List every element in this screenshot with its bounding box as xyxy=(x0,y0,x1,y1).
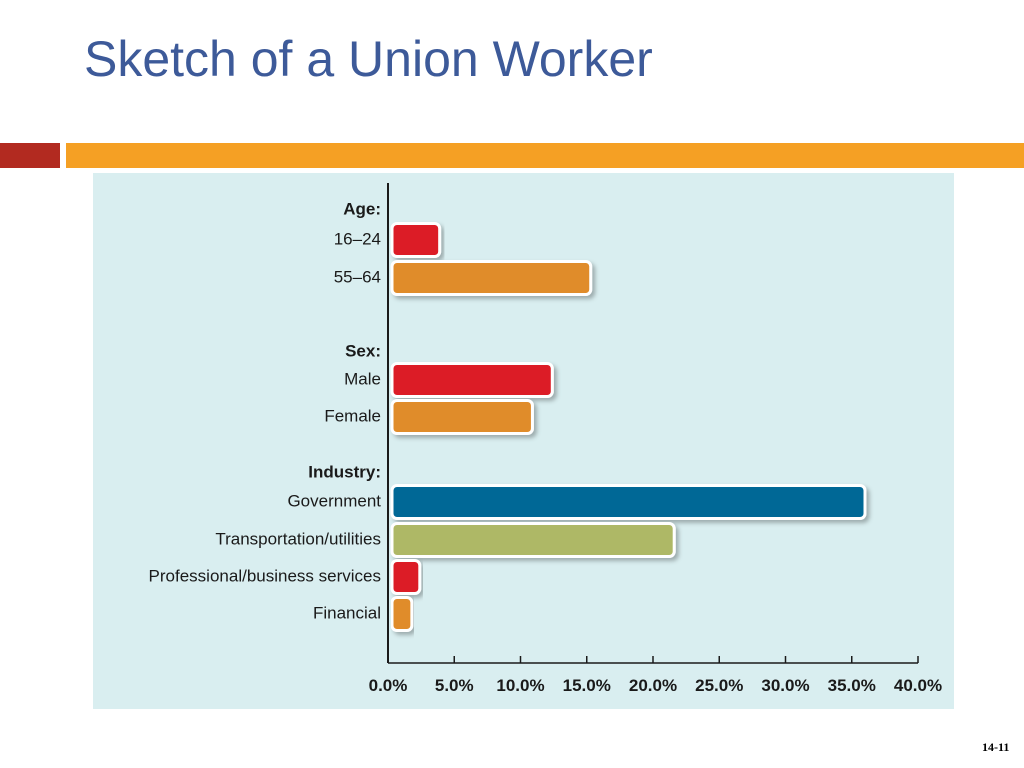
bar xyxy=(390,399,534,435)
category-label: Professional/business services xyxy=(149,566,381,585)
x-tick-label: 30.0% xyxy=(761,676,809,695)
union-worker-bar-chart: Age: 16–24 55–64 Sex: Male Female Industry: Gov… xyxy=(149,183,942,695)
slide-title: Sketch of a Union Worker xyxy=(84,31,653,87)
bar xyxy=(390,222,442,258)
category-label: Female xyxy=(324,406,381,425)
slide-number: 14-11 xyxy=(982,740,1010,754)
x-tick-label: 25.0% xyxy=(695,676,743,695)
x-tick-label: 10.0% xyxy=(496,676,544,695)
category-label: Financial xyxy=(313,603,381,622)
x-tick-label: 40.0% xyxy=(894,676,942,695)
x-tick-label: 5.0% xyxy=(435,676,474,695)
bar xyxy=(390,362,554,398)
x-tick-label: 0.0% xyxy=(369,676,408,695)
bar xyxy=(390,260,593,296)
bar xyxy=(390,559,422,595)
category-label: 55–64 xyxy=(334,267,381,286)
category-label: Male xyxy=(344,369,381,388)
bar xyxy=(390,484,867,520)
x-tick-label: 35.0% xyxy=(828,676,876,695)
group-label: Sex: xyxy=(345,341,381,360)
group-label: Age: xyxy=(343,199,381,218)
category-label: Transportation/utilities xyxy=(215,529,381,548)
chart-panel: Age: 16–24 55–64 Sex: Male Female Industry: Gov… xyxy=(93,173,954,709)
category-label: 16–24 xyxy=(334,229,381,248)
accent-bar-orange xyxy=(66,143,1024,168)
bar xyxy=(390,522,676,558)
group-label: Industry: xyxy=(308,462,381,481)
category-label: Government xyxy=(287,491,381,510)
bar xyxy=(390,596,414,632)
x-tick-label: 15.0% xyxy=(563,676,611,695)
accent-bar-red xyxy=(0,143,60,168)
x-tick-label: 20.0% xyxy=(629,676,677,695)
